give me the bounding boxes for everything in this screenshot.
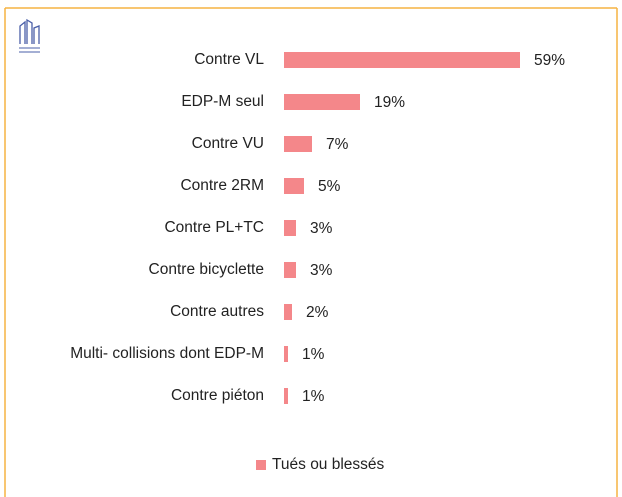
bar: [284, 136, 312, 152]
legend-swatch: [256, 460, 266, 470]
category-label: Contre bicyclette: [149, 261, 264, 278]
bar: [284, 304, 292, 320]
bar: [284, 52, 520, 68]
category-label: Contre VU: [192, 135, 264, 152]
value-label: 5%: [318, 178, 341, 195]
bar: [284, 262, 296, 278]
value-label: 2%: [306, 304, 329, 321]
value-label: 3%: [310, 262, 333, 279]
bar: [284, 94, 360, 110]
bar: [284, 346, 288, 362]
bar: [284, 388, 288, 404]
bar: [284, 178, 304, 194]
category-label: EDP-M seul: [181, 93, 264, 110]
category-label: Contre 2RM: [180, 177, 264, 194]
category-label: Contre VL: [194, 51, 264, 68]
value-label: 1%: [302, 346, 325, 363]
value-label: 59%: [534, 52, 565, 69]
value-label: 1%: [302, 388, 325, 405]
legend-label: Tués ou blessés: [272, 456, 385, 473]
category-label: Contre PL+TC: [164, 219, 264, 236]
value-label: 3%: [310, 220, 333, 237]
category-label: Contre piéton: [171, 387, 264, 404]
value-label: 7%: [326, 136, 349, 153]
bar: [284, 220, 296, 236]
logo: [19, 18, 40, 53]
value-label: 19%: [374, 94, 405, 111]
category-label: Multi- collisions dont EDP-M: [70, 345, 264, 362]
category-label: Contre autres: [170, 303, 264, 320]
